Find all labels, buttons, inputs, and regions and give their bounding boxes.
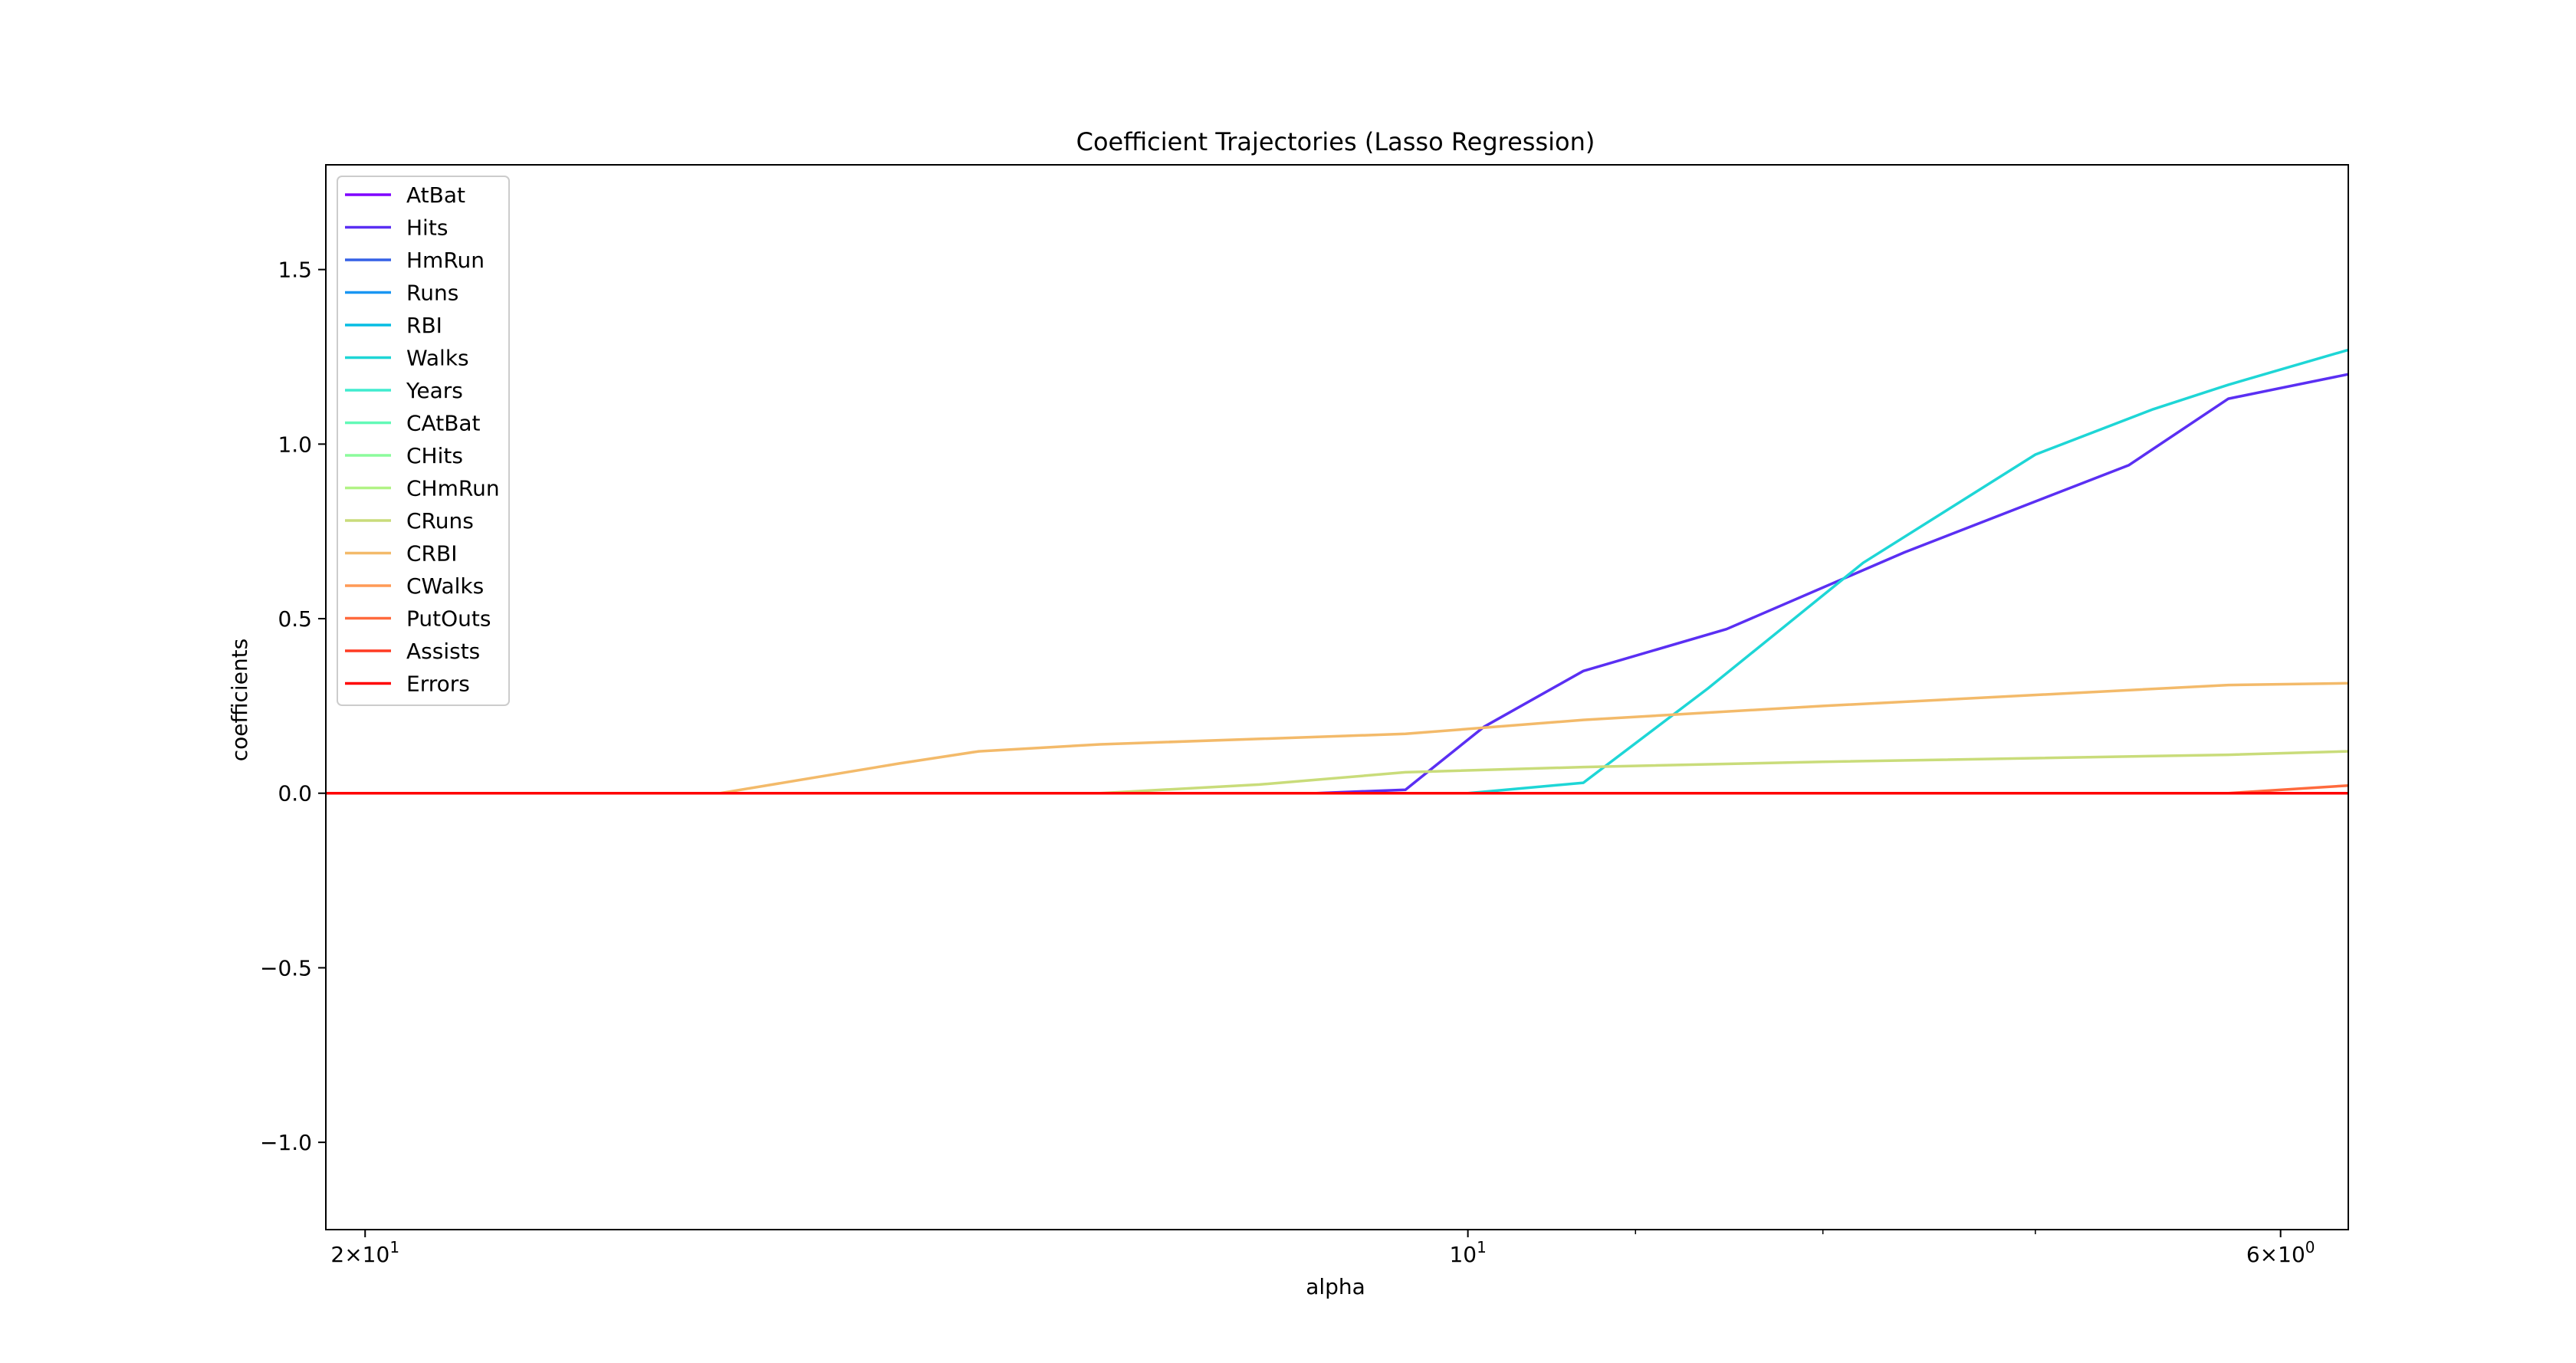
y-tick-label: −1.0 bbox=[260, 1130, 312, 1155]
y-tick-label: −0.5 bbox=[260, 955, 312, 980]
legend-label-assists: Assists bbox=[406, 639, 480, 664]
y-tick-label: 1.5 bbox=[278, 258, 312, 283]
legend-label-years: Years bbox=[406, 378, 463, 403]
plot-area-frame bbox=[325, 164, 2349, 1230]
series-lines bbox=[326, 348, 2348, 795]
legend: AtBat Hits HmRun Runs RBI Walks Years CAtBat CHi… bbox=[337, 176, 510, 706]
legend-label-rbi: RBI bbox=[406, 313, 442, 338]
chart-title: Coefficient Trajectories (Lasso Regressi… bbox=[1076, 127, 1595, 156]
legend-label-errors: Errors bbox=[406, 672, 470, 697]
legend-label-walks: Walks bbox=[406, 346, 469, 371]
y-tick-label: 0.5 bbox=[278, 606, 312, 632]
legend-label-hits: Hits bbox=[406, 215, 448, 241]
legend-label-runs: Runs bbox=[406, 281, 458, 306]
legend-label-catbat: CAtBat bbox=[406, 411, 481, 436]
series-line-walks bbox=[326, 348, 2348, 795]
y-axis-ticks: −1.0 −0.5 0.0 0.5 1.0 1.5 bbox=[260, 258, 326, 1155]
y-tick-label: 1.0 bbox=[278, 432, 312, 457]
x-axis-label: alpha bbox=[1306, 1274, 1365, 1299]
legend-label-chmrun: CHmRun bbox=[406, 476, 500, 501]
x-tick-label: 101 bbox=[1449, 1238, 1486, 1267]
legend-label-hmrun: HmRun bbox=[406, 248, 485, 273]
y-tick-label: 0.0 bbox=[278, 781, 312, 806]
legend-box bbox=[337, 176, 510, 706]
x-tick-label: 2×101 bbox=[330, 1238, 399, 1267]
x-tick-label: 6×100 bbox=[2246, 1238, 2315, 1267]
series-line-crbi bbox=[326, 682, 2348, 795]
legend-label-chits: CHits bbox=[406, 443, 463, 468]
legend-label-crbi: CRBI bbox=[406, 541, 457, 567]
legend-label-atbat: AtBat bbox=[406, 182, 465, 208]
legend-label-putouts: PutOuts bbox=[406, 606, 491, 632]
x-axis-ticks: 2×101 101 6×100 bbox=[330, 1230, 2315, 1267]
y-axis-label: coefficients bbox=[227, 639, 252, 762]
legend-label-cruns: CRuns bbox=[406, 508, 474, 534]
legend-label-cwalks: CWalks bbox=[406, 573, 484, 599]
series-line-cruns bbox=[326, 750, 2348, 795]
